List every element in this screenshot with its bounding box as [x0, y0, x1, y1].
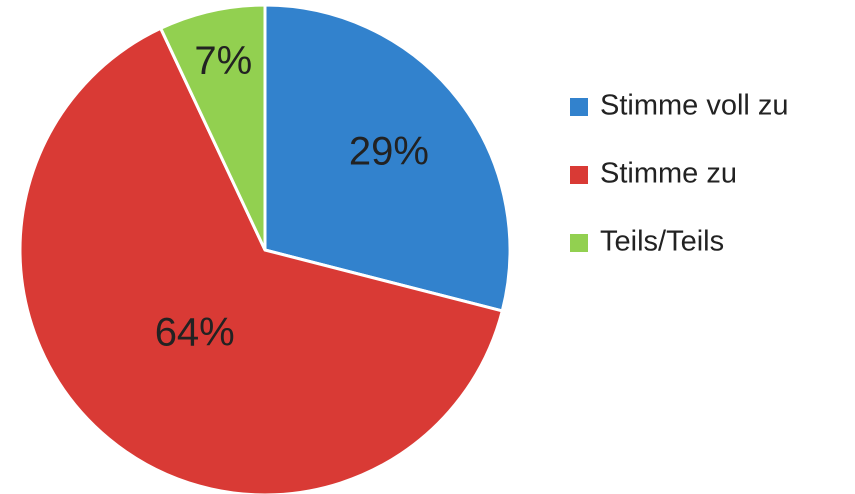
data-label: 7%	[194, 39, 252, 83]
pie-slice	[263, 3, 512, 313]
legend-swatch	[570, 166, 588, 184]
legend-swatch	[570, 234, 588, 252]
data-label: 64%	[155, 311, 235, 355]
data-label: 29%	[349, 129, 429, 173]
pie-slice	[158, 3, 267, 251]
legend-label: Stimme voll zu	[600, 90, 789, 122]
legend-label: Teils/Teils	[600, 226, 724, 258]
legend-swatch	[570, 98, 588, 116]
legend-label: Stimme zu	[600, 158, 737, 190]
pie-slice	[18, 26, 505, 494]
